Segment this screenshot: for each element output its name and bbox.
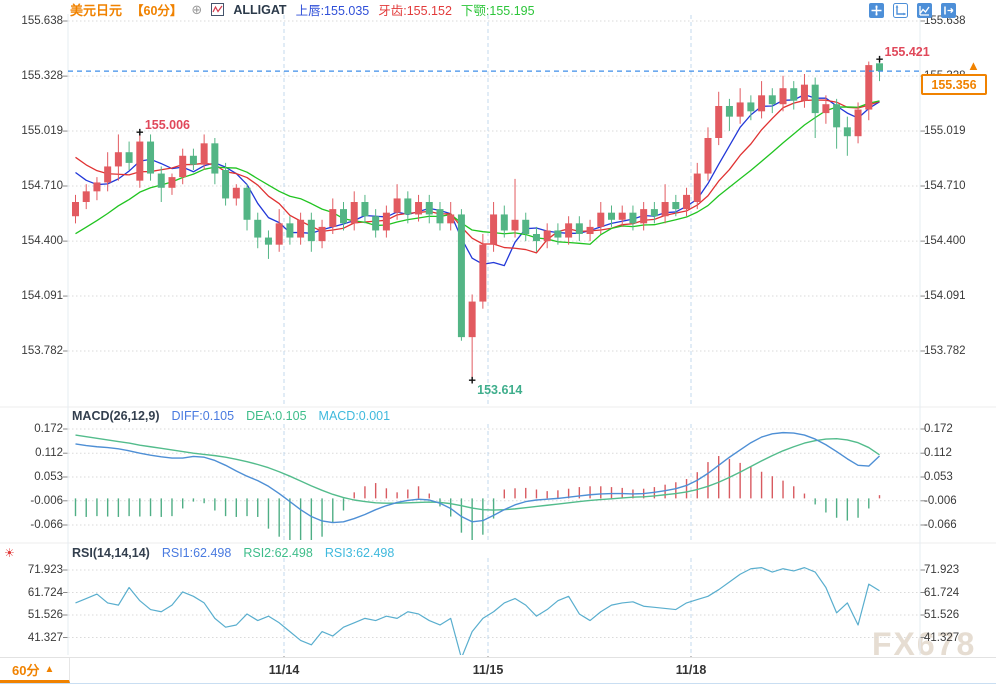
price-annotation: 155.421 xyxy=(884,44,930,59)
axis-label: 153.782 xyxy=(21,345,63,357)
axis-label: 41.327 xyxy=(924,631,960,644)
crosshair-marker: + xyxy=(136,124,144,140)
crosshair-marker: + xyxy=(875,51,884,67)
indicator-settings-icon[interactable]: ☀ xyxy=(4,546,15,560)
axis-label: 155.019 xyxy=(924,125,966,138)
axis-label: 155.019 xyxy=(21,125,63,138)
axis-label: 154.400 xyxy=(21,235,63,248)
rsi-layer xyxy=(75,567,880,655)
axis-label: 155.638 xyxy=(21,15,63,27)
axis-label: 71.923 xyxy=(924,564,960,576)
macd-diff-value: DIFF:0.105 xyxy=(171,409,235,423)
axis-label: 61.724 xyxy=(27,586,63,599)
chart-toolbar xyxy=(869,3,956,18)
axis-label: 0.112 xyxy=(924,447,952,460)
date-axis-label: 11/14 xyxy=(268,663,300,677)
axis-label: 0.053 xyxy=(34,471,63,483)
axis-scale-icon[interactable] xyxy=(893,3,908,18)
timeframe-tab[interactable]: 60分 ▲ xyxy=(0,658,70,683)
rsi2-value: RSI2:62.498 xyxy=(243,546,313,560)
symbol-title: 美元日元 xyxy=(70,3,123,18)
chart-mode-icon[interactable] xyxy=(917,3,932,18)
watermark: FX678 xyxy=(872,626,977,662)
axis-label: 51.526 xyxy=(924,608,960,621)
scroll-to-latest-icon[interactable]: ▲ xyxy=(967,58,980,73)
axis-label: 0.172 xyxy=(34,423,63,435)
rsi-title[interactable]: RSI(14,14,14) xyxy=(72,546,150,560)
axis-label: -0.006 xyxy=(924,494,957,507)
chevron-up-icon: ▲ xyxy=(44,663,55,675)
axis-label: 71.923 xyxy=(27,564,63,576)
rsi3-value: RSI3:62.498 xyxy=(324,546,395,560)
crosshair-marker: + xyxy=(468,372,476,388)
price-annotation: 153.614 xyxy=(477,382,523,397)
macd-layer xyxy=(74,431,881,540)
axis-label: 61.724 xyxy=(924,586,960,599)
axis-label: 154.710 xyxy=(924,180,966,192)
alligator-lips-value: 上唇:155.035 xyxy=(295,4,370,18)
axis-label: -0.066 xyxy=(924,519,957,531)
axis-label: 155.638 xyxy=(924,15,966,27)
price-annotation: 155.006 xyxy=(144,118,190,133)
axis-label: 153.782 xyxy=(924,345,966,357)
date-axis-label: 11/15 xyxy=(472,663,504,677)
alligator-jaw-value: 下颚:155.195 xyxy=(460,4,535,18)
axis-label: 154.710 xyxy=(21,180,63,192)
axis-label: 0.112 xyxy=(35,447,63,460)
axis-label: 41.327 xyxy=(27,631,63,644)
time-axis-bar: 60分 ▲ 11/14 11/15 11/18 xyxy=(0,657,996,684)
add-indicator-icon[interactable]: ⊕ xyxy=(191,1,203,17)
rsi1-value: RSI1:62.498 xyxy=(161,546,232,560)
axis-label: 155.328 xyxy=(21,70,63,83)
axis-label: -0.006 xyxy=(30,494,63,507)
axis-label: 0.053 xyxy=(924,471,953,483)
exit-chart-icon[interactable] xyxy=(941,3,956,18)
pan-tool-icon[interactable] xyxy=(869,3,884,18)
axis-label: 154.091 xyxy=(924,290,966,303)
timeframe-tab-label: 60分 xyxy=(12,662,40,678)
indicator-chart-icon xyxy=(211,3,225,16)
axis-label: -0.066 xyxy=(30,519,63,531)
rsi-header: RSI(14,14,14) RSI1:62.498 RSI2:62.498 RS… xyxy=(72,546,394,560)
main-chart-header: 美元日元 【60分】 ⊕ ALLIGAT 上唇:155.035 牙齿:155.1… xyxy=(70,1,535,19)
overlay-ma-layer xyxy=(75,93,880,267)
axis-label: 0.172 xyxy=(924,423,953,435)
axis-label: 154.400 xyxy=(924,235,966,248)
indicator-name[interactable]: ALLIGAT xyxy=(233,2,287,17)
axis-label: 51.526 xyxy=(27,608,63,621)
alligator-teeth-value: 牙齿:155.152 xyxy=(378,4,452,18)
macd-header: MACD(26,12,9) DIFF:0.105 DEA:0.105 MACD:… xyxy=(72,409,390,423)
candles-layer xyxy=(72,59,883,381)
current-price-badge: 155.356 xyxy=(921,74,987,95)
timeframe-label[interactable]: 【60分】 xyxy=(131,4,183,18)
axis-label: 154.091 xyxy=(21,290,63,303)
grid-layer xyxy=(0,14,996,661)
macd-dea-value: DEA:0.105 xyxy=(246,409,307,423)
date-axis-label: 11/18 xyxy=(675,663,707,677)
macd-title[interactable]: MACD(26,12,9) xyxy=(72,409,160,423)
macd-hist-value: MACD:0.001 xyxy=(318,409,391,423)
